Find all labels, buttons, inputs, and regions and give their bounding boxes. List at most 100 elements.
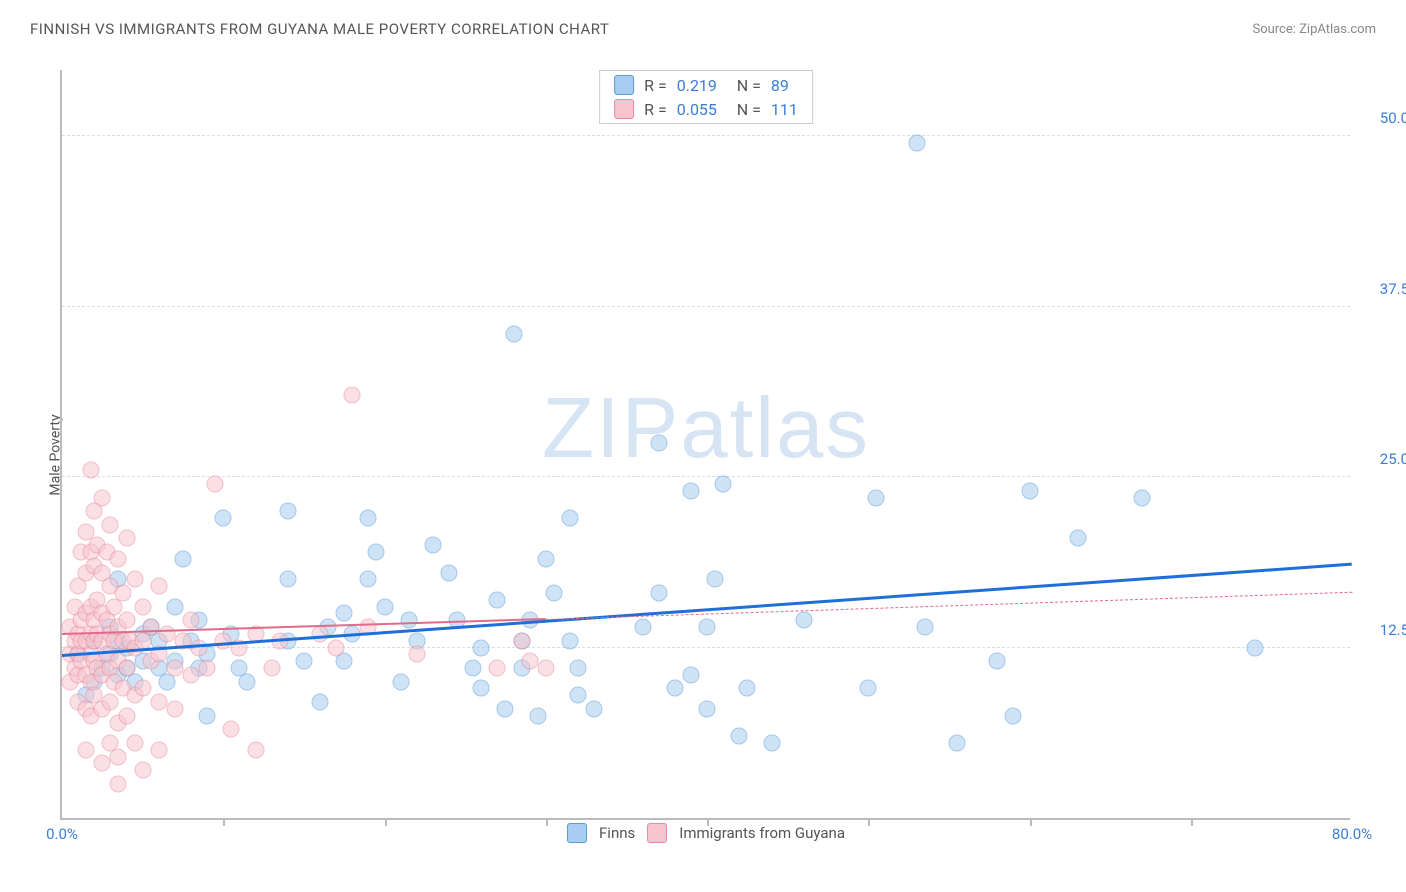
n-label: N = bbox=[737, 100, 761, 119]
data-point bbox=[570, 687, 587, 704]
data-point bbox=[1005, 707, 1022, 724]
data-point bbox=[529, 707, 546, 724]
data-point bbox=[860, 680, 877, 697]
gridline bbox=[62, 476, 1350, 477]
data-point bbox=[739, 680, 756, 697]
x-tick-label: 80.0% bbox=[1332, 825, 1372, 843]
y-tick-label: 12.5% bbox=[1360, 621, 1406, 639]
data-point bbox=[908, 135, 925, 152]
stats-legend: R = 0.219 N = 89 R = 0.055 N = 111 bbox=[599, 70, 813, 124]
stats-row: R = 0.055 N = 111 bbox=[600, 97, 812, 121]
data-point bbox=[102, 694, 119, 711]
x-tick-mark bbox=[707, 818, 709, 826]
data-point bbox=[183, 612, 200, 629]
data-point bbox=[223, 721, 240, 738]
data-point bbox=[473, 639, 490, 656]
y-tick-label: 50.0% bbox=[1360, 109, 1406, 127]
data-point bbox=[424, 537, 441, 554]
data-point bbox=[150, 741, 167, 758]
data-point bbox=[150, 578, 167, 595]
data-point bbox=[118, 707, 135, 724]
data-point bbox=[795, 612, 812, 629]
source-attribution: Source: ZipAtlas.com bbox=[1252, 22, 1376, 37]
data-point bbox=[199, 707, 216, 724]
data-point bbox=[441, 564, 458, 581]
data-point bbox=[94, 489, 111, 506]
data-point bbox=[312, 694, 329, 711]
data-point bbox=[110, 550, 127, 567]
r-value: 0.055 bbox=[677, 100, 727, 119]
data-point bbox=[521, 653, 538, 670]
data-point bbox=[166, 598, 183, 615]
data-point bbox=[570, 660, 587, 677]
data-point bbox=[473, 680, 490, 697]
data-point bbox=[868, 489, 885, 506]
data-point bbox=[537, 660, 554, 677]
data-point bbox=[545, 585, 562, 602]
data-point bbox=[368, 544, 385, 561]
data-point bbox=[505, 325, 522, 342]
r-label: R = bbox=[644, 76, 667, 95]
data-point bbox=[989, 653, 1006, 670]
data-point bbox=[344, 387, 361, 404]
data-point bbox=[561, 510, 578, 527]
data-point bbox=[312, 625, 329, 642]
data-point bbox=[400, 612, 417, 629]
data-point bbox=[118, 612, 135, 629]
data-point bbox=[166, 700, 183, 717]
data-point bbox=[115, 585, 132, 602]
data-point bbox=[94, 755, 111, 772]
data-point bbox=[650, 435, 667, 452]
data-point bbox=[142, 619, 159, 636]
data-point bbox=[682, 666, 699, 683]
data-point bbox=[150, 694, 167, 711]
n-value: 89 bbox=[771, 76, 789, 95]
data-point bbox=[707, 571, 724, 588]
source-link[interactable]: ZipAtlas.com bbox=[1299, 22, 1376, 37]
data-point bbox=[650, 585, 667, 602]
watermark: ZIPatlas bbox=[542, 380, 870, 478]
x-tick-mark bbox=[868, 818, 870, 826]
data-point bbox=[134, 680, 151, 697]
data-point bbox=[174, 550, 191, 567]
data-point bbox=[666, 680, 683, 697]
legend-swatch-icon bbox=[614, 99, 634, 119]
data-point bbox=[731, 728, 748, 745]
watermark-bold: ZIP bbox=[542, 381, 680, 476]
x-tick-mark bbox=[385, 818, 387, 826]
plot-area: ZIPatlas R =0.219N =89R =0.055N =111 Fin… bbox=[60, 70, 1350, 820]
data-point bbox=[78, 741, 95, 758]
data-point bbox=[83, 462, 100, 479]
legend-swatch-icon bbox=[647, 823, 667, 843]
data-point bbox=[134, 598, 151, 615]
data-point bbox=[126, 571, 143, 588]
data-point bbox=[199, 660, 216, 677]
r-label: R = bbox=[644, 100, 667, 119]
data-point bbox=[118, 530, 135, 547]
data-point bbox=[102, 516, 119, 533]
data-point bbox=[166, 660, 183, 677]
data-point bbox=[408, 646, 425, 663]
data-point bbox=[110, 775, 127, 792]
data-point bbox=[392, 673, 409, 690]
x-tick-mark bbox=[546, 818, 548, 826]
data-point bbox=[328, 639, 345, 656]
data-point bbox=[279, 571, 296, 588]
data-point bbox=[263, 660, 280, 677]
y-tick-label: 37.5% bbox=[1360, 280, 1406, 298]
data-point bbox=[497, 700, 514, 717]
data-point bbox=[699, 619, 716, 636]
data-point bbox=[537, 550, 554, 567]
data-point bbox=[465, 660, 482, 677]
data-point bbox=[376, 598, 393, 615]
legend-swatch-icon bbox=[614, 75, 634, 95]
data-point bbox=[763, 735, 780, 752]
data-point bbox=[489, 660, 506, 677]
r-value: 0.219 bbox=[677, 76, 727, 95]
data-point bbox=[295, 653, 312, 670]
x-tick-mark bbox=[1191, 818, 1193, 826]
watermark-light: atlas bbox=[680, 381, 870, 476]
n-value: 111 bbox=[771, 100, 798, 119]
legend-label: Finns bbox=[599, 824, 635, 842]
legend-swatch-icon bbox=[567, 823, 587, 843]
